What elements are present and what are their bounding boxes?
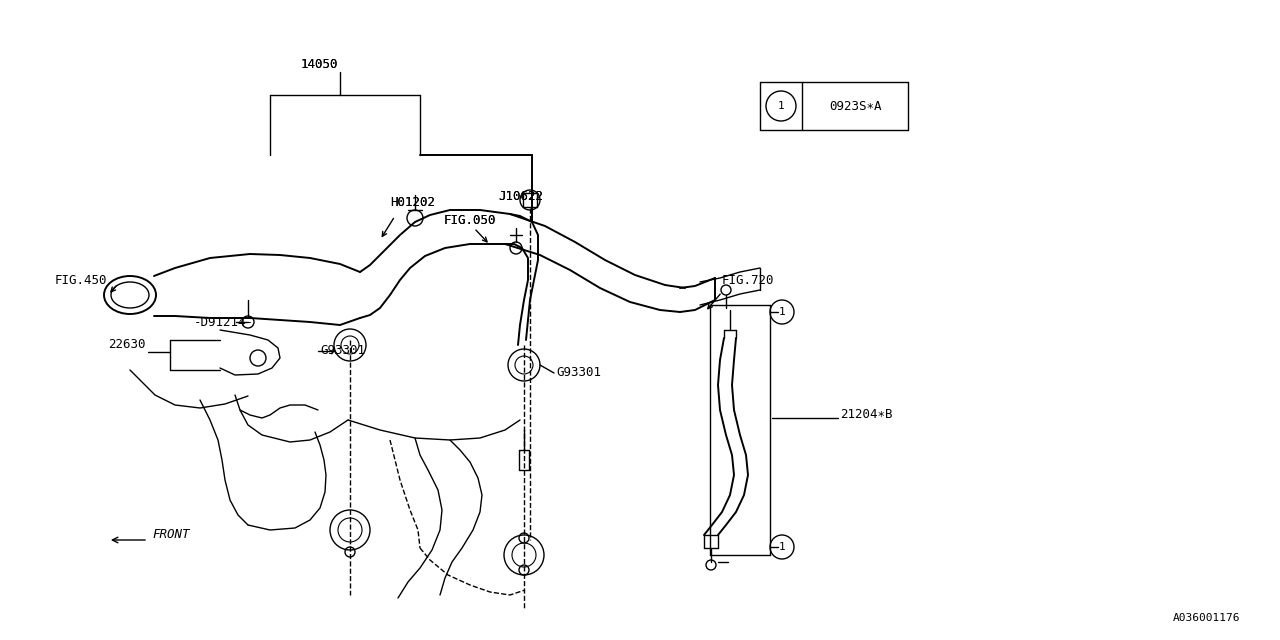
Text: A036001176: A036001176	[1172, 613, 1240, 623]
Text: J10622: J10622	[498, 189, 543, 202]
Text: 14050: 14050	[301, 58, 338, 72]
Text: G93301: G93301	[556, 365, 602, 378]
Text: G93301: G93301	[320, 344, 365, 356]
Text: 21204∗B: 21204∗B	[840, 408, 892, 422]
Text: 0923S∗A: 0923S∗A	[828, 99, 881, 113]
Text: 14050: 14050	[301, 58, 338, 72]
Text: 22630: 22630	[108, 337, 146, 351]
Text: H01202: H01202	[390, 195, 435, 209]
Text: -D91214-: -D91214-	[195, 317, 253, 330]
Text: FIG.050: FIG.050	[444, 214, 497, 227]
Text: FRONT: FRONT	[152, 529, 189, 541]
Text: J10622: J10622	[498, 189, 543, 202]
Text: H01202: H01202	[390, 195, 435, 209]
Text: FIG.050: FIG.050	[444, 214, 497, 227]
Text: 1: 1	[778, 101, 785, 111]
Text: 1: 1	[778, 307, 786, 317]
Text: 1: 1	[778, 542, 786, 552]
Text: FIG.720: FIG.720	[722, 273, 774, 287]
Text: FIG.450: FIG.450	[55, 273, 108, 287]
